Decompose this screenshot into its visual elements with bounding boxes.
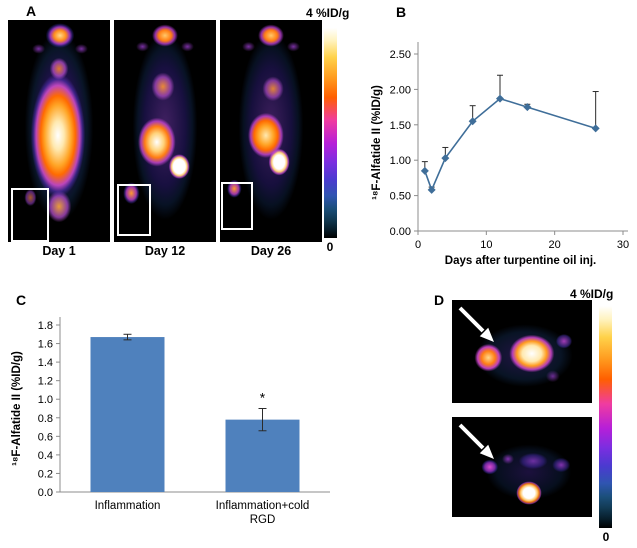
svg-text:1.6: 1.6 (38, 339, 53, 351)
svg-text:Inflammation+cold: Inflammation+cold (216, 500, 310, 512)
svg-text:0.0: 0.0 (38, 487, 53, 499)
svg-text:20: 20 (549, 239, 561, 251)
svg-text:0.4: 0.4 (38, 450, 53, 462)
svg-text:2.50: 2.50 (390, 49, 411, 61)
svg-text:0.00: 0.00 (390, 226, 411, 238)
svg-text:0.2: 0.2 (38, 468, 53, 480)
svg-text:1.50: 1.50 (390, 120, 411, 132)
svg-text:1.0: 1.0 (38, 394, 53, 406)
scan-caption-day1: Day 1 (42, 244, 76, 258)
scan-caption-day12: Day 12 (144, 244, 186, 258)
panel-a-label: A (26, 3, 37, 19)
svg-text:0.6: 0.6 (38, 431, 53, 443)
colorbar-gradient-a (324, 28, 337, 238)
svg-text:1.4: 1.4 (38, 357, 53, 369)
arrow-icon (458, 423, 494, 459)
svg-text:0.50: 0.50 (390, 191, 411, 203)
panel-b-label: B (396, 4, 407, 20)
pet-scan-axial-blocked (452, 417, 592, 517)
bar-chart-blocking-study: 0.0 0.2 0.4 0.6 0.8 1.0 1.2 1.4 1.6 1.8 Inflammati… (11, 317, 330, 526)
svg-text:Days after turpentine oil inj.: Days after turpentine oil inj. (445, 255, 596, 267)
svg-text:0.8: 0.8 (38, 413, 53, 425)
pet-scan-axial-inflammation (452, 300, 592, 403)
panel-c-label: C (16, 292, 27, 308)
svg-text:2.00: 2.00 (390, 84, 411, 96)
arrow-icon (458, 306, 494, 342)
colorbar-a-min-label: 0 (326, 240, 334, 254)
colorbar-d-max-label: 4 %ID/g (570, 287, 614, 301)
roi-box-day26 (221, 182, 253, 230)
pet-scan-day12 (114, 20, 216, 242)
svg-text:¹⁸F-Alfatide II (%ID/g): ¹⁸F-Alfatide II (%ID/g) (371, 85, 383, 200)
colorbar-d-min-label: 0 (602, 530, 610, 544)
svg-text:RGD: RGD (250, 514, 276, 526)
roi-box-day1 (11, 188, 49, 242)
pet-scan-day1 (8, 20, 110, 242)
svg-text:¹⁸F-Alfatide II (%ID/g): ¹⁸F-Alfatide II (%ID/g) (11, 351, 23, 466)
svg-text:30: 30 (617, 239, 629, 251)
scan-caption-day26: Day 26 (250, 244, 292, 258)
panel-d-label: D (434, 292, 445, 308)
svg-text:0: 0 (415, 239, 421, 251)
svg-text:*: * (260, 390, 266, 406)
roi-box-day12 (117, 184, 151, 236)
line-chart-uptake-over-time: 0.00 0.50 1.00 1.50 2.00 2.50 0 10 20 30 Days afte… (371, 42, 629, 267)
svg-text:Inflammation: Inflammation (95, 500, 161, 512)
svg-text:10: 10 (480, 239, 492, 251)
colorbar-a-max-label: 4 %ID/g (306, 6, 350, 20)
svg-text:1.00: 1.00 (390, 155, 411, 167)
pet-scan-day26 (220, 20, 322, 242)
svg-text:1.2: 1.2 (38, 376, 53, 388)
svg-text:1.8: 1.8 (38, 320, 53, 332)
colorbar-gradient-d (599, 306, 612, 528)
